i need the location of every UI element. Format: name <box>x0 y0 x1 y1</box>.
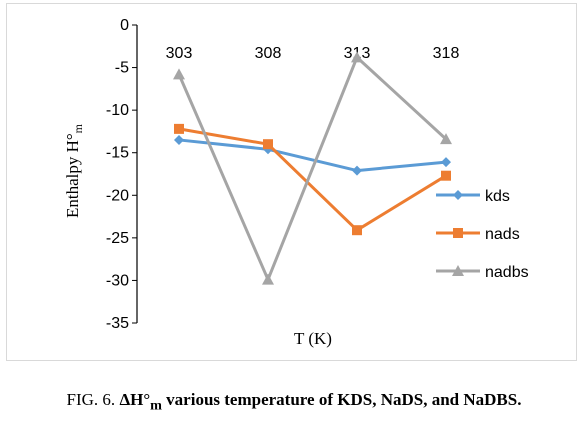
legend: kds nads nadbs <box>436 188 529 281</box>
legend-label-kds: kds <box>485 188 510 205</box>
series-line-nads <box>178 127 447 232</box>
caption-prefix: FIG. 6. <box>66 390 120 409</box>
x-axis-title: T (K) <box>294 329 332 348</box>
series-line-kds <box>178 138 447 173</box>
chart-border <box>6 3 577 361</box>
caption-subscript: m <box>150 397 162 414</box>
data-point-nadbs <box>262 273 274 285</box>
legend-label-nadbs: nadbs <box>485 264 529 281</box>
series-line-nadbs <box>177 55 448 282</box>
y-axis-title-main: Enthalpy H° <box>63 133 82 218</box>
chart-area: 0-5-10-15-20-25-30-35 303308313318 T (K)… <box>6 3 577 361</box>
legend-marker-kds <box>453 190 463 200</box>
y-tick-label: -15 <box>106 145 129 162</box>
data-point-kds <box>441 157 451 168</box>
data-point-nads <box>174 123 184 134</box>
y-tick-label: -20 <box>106 187 129 204</box>
y-axis-ticks: 0 -5 -10 -15 -20 -25 -30 -35 <box>106 17 137 332</box>
caption-rest: various temperature of KDS, NaDS, and Na… <box>161 390 522 409</box>
data-point-nadbs <box>173 68 185 80</box>
y-tick-label: -10 <box>106 102 129 119</box>
caption-delta-h: ΔH° <box>119 390 151 409</box>
legend-label-nads: nads <box>485 226 520 243</box>
data-point-kds <box>174 134 184 145</box>
y-tick-label: -25 <box>106 230 129 247</box>
x-tick-label: 308 <box>255 45 282 62</box>
data-point-nadbs <box>440 133 452 145</box>
data-point-nads <box>263 139 273 150</box>
y-tick-label: -30 <box>106 272 129 289</box>
chart-frame: 0-5-10-15-20-25-30-35 303308313318 T (K)… <box>6 3 577 361</box>
y-axis-title-sub: m <box>71 123 85 133</box>
x-tick-label: 318 <box>433 45 460 62</box>
data-point-nads <box>441 170 451 181</box>
legend-marker-nads <box>453 228 463 238</box>
x-axis-ticks: 303308313318 <box>166 45 460 62</box>
y-axis-title: Enthalpy H°m <box>63 123 85 218</box>
figure-caption: FIG. 6. ΔH°m various temperature of KDS,… <box>0 390 588 414</box>
y-tick-label: -35 <box>106 315 129 332</box>
legend-marker-nadbs <box>452 265 464 276</box>
x-tick-label: 303 <box>166 45 193 62</box>
series-group <box>173 51 452 285</box>
data-point-kds <box>352 165 362 176</box>
y-tick-label: 0 <box>120 17 129 34</box>
data-point-nadbs <box>351 51 363 63</box>
y-tick-label: -5 <box>115 60 129 77</box>
data-point-nads <box>352 225 362 236</box>
